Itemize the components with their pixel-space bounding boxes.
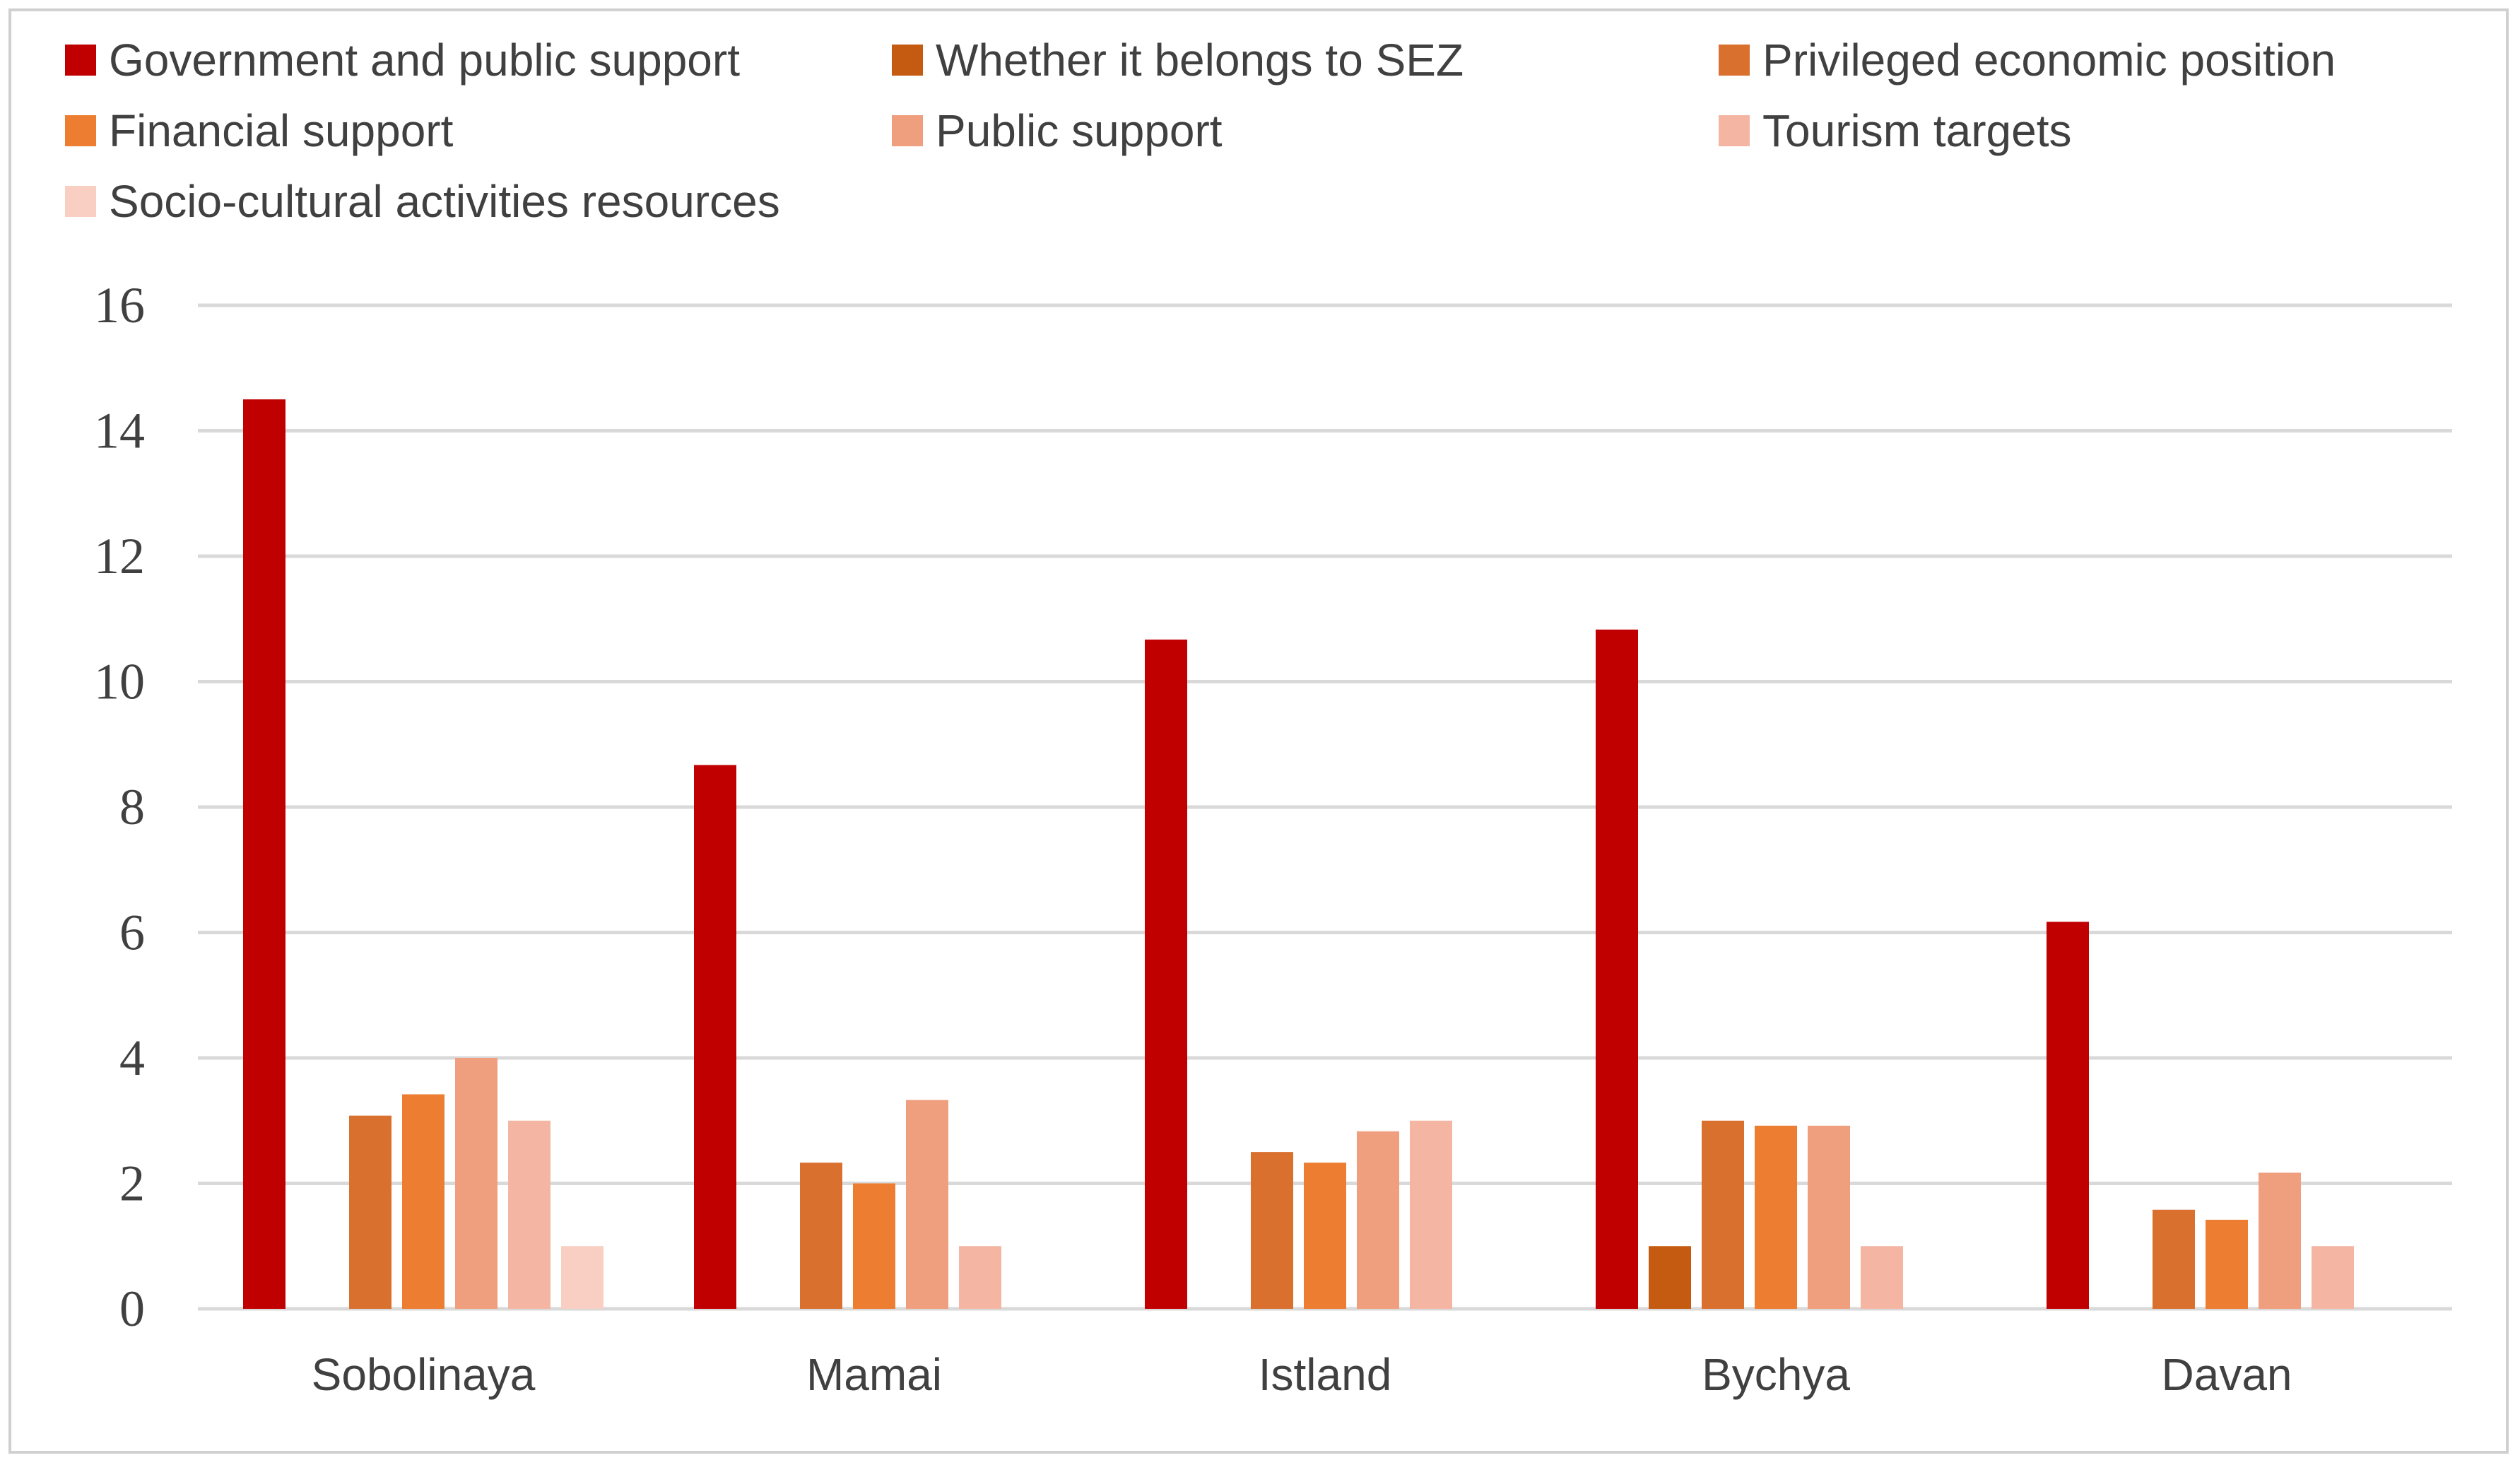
x-tick-label-istland: Istland	[1259, 1349, 1392, 1400]
legend-label: Public support	[936, 105, 1223, 156]
bar-bychya-series-1	[1596, 629, 1638, 1309]
bar-mamai-series-6	[959, 1246, 1001, 1309]
x-axis: Sobolinaya Mamai Istland Bychya Davan	[312, 1349, 2292, 1400]
legend-item: Tourism targets	[1719, 105, 2071, 156]
bar-bychya-series-2	[1649, 1246, 1691, 1309]
y-tick-label: 6	[119, 905, 145, 961]
bar-sobolinaya-series-7	[561, 1246, 603, 1309]
legend-swatch	[892, 45, 923, 76]
bar-bychya-series-4	[1755, 1125, 1797, 1309]
legend-item: Government and public support	[65, 35, 740, 86]
legend-label: Government and public support	[109, 35, 740, 86]
legend-swatch	[892, 115, 923, 146]
legend-swatch	[65, 45, 96, 76]
bar-sobolinaya-series-3	[349, 1115, 391, 1309]
bar-sobolinaya-series-1	[243, 399, 285, 1309]
legend-label: Socio-cultural activities resources	[109, 176, 780, 227]
legend-label: Financial support	[109, 105, 454, 156]
y-tick-label: 12	[94, 528, 145, 584]
legend-label: Privileged economic position	[1762, 35, 2336, 86]
bar-bychya-series-5	[1808, 1125, 1850, 1309]
y-tick-label: 8	[119, 779, 145, 835]
legend-item: Whether it belongs to SEZ	[892, 35, 1464, 86]
bar-mamai-series-5	[906, 1100, 948, 1309]
bar-istland-series-6	[1410, 1120, 1452, 1309]
legend-item: Socio-cultural activities resources	[65, 176, 780, 227]
bar-mamai-series-4	[853, 1183, 895, 1309]
legend-label: Whether it belongs to SEZ	[936, 35, 1464, 86]
bars	[243, 399, 2354, 1309]
bar-sobolinaya-series-6	[508, 1120, 550, 1309]
x-tick-label-sobolinaya: Sobolinaya	[312, 1349, 536, 1400]
y-tick-label: 14	[94, 403, 145, 459]
bar-sobolinaya-series-5	[455, 1058, 497, 1309]
legend-item: Financial support	[65, 105, 454, 156]
bar-davan-series-4	[2206, 1219, 2248, 1309]
bar-davan-series-3	[2153, 1209, 2195, 1309]
bar-istland-series-3	[1251, 1152, 1293, 1309]
bar-mamai-series-3	[800, 1163, 842, 1309]
y-tick-label: 10	[94, 654, 145, 710]
legend-swatch	[65, 115, 96, 146]
y-axis: 0 2 4 6 8 10 12 14 16	[94, 277, 145, 1337]
legend-item: Public support	[892, 105, 1223, 156]
bar-istland-series-5	[1357, 1131, 1399, 1309]
legend-swatch	[65, 186, 96, 217]
legend-label: Tourism targets	[1762, 105, 2071, 156]
y-tick-label: 2	[119, 1155, 145, 1212]
legend-swatch	[1719, 115, 1750, 146]
y-tick-label: 4	[119, 1030, 145, 1086]
legend-item: Privileged economic position	[1719, 35, 2336, 86]
x-tick-label-mamai: Mamai	[806, 1349, 942, 1400]
bar-sobolinaya-series-4	[402, 1094, 444, 1309]
bar-davan-series-1	[2047, 922, 2089, 1309]
legend: Government and public support Whether it …	[65, 35, 2336, 227]
x-tick-label-davan: Davan	[2162, 1349, 2292, 1400]
bar-mamai-series-1	[694, 765, 736, 1309]
bar-davan-series-5	[2259, 1172, 2301, 1309]
x-tick-label-bychya: Bychya	[1702, 1349, 1850, 1400]
y-tick-label: 16	[94, 277, 145, 334]
bar-davan-series-6	[2312, 1246, 2354, 1309]
bar-bychya-series-6	[1861, 1246, 1903, 1309]
legend-swatch	[1719, 45, 1750, 76]
bar-istland-series-4	[1304, 1163, 1346, 1309]
y-tick-label: 0	[119, 1281, 145, 1337]
bar-istland-series-1	[1145, 640, 1187, 1309]
bar-bychya-series-3	[1702, 1120, 1744, 1309]
